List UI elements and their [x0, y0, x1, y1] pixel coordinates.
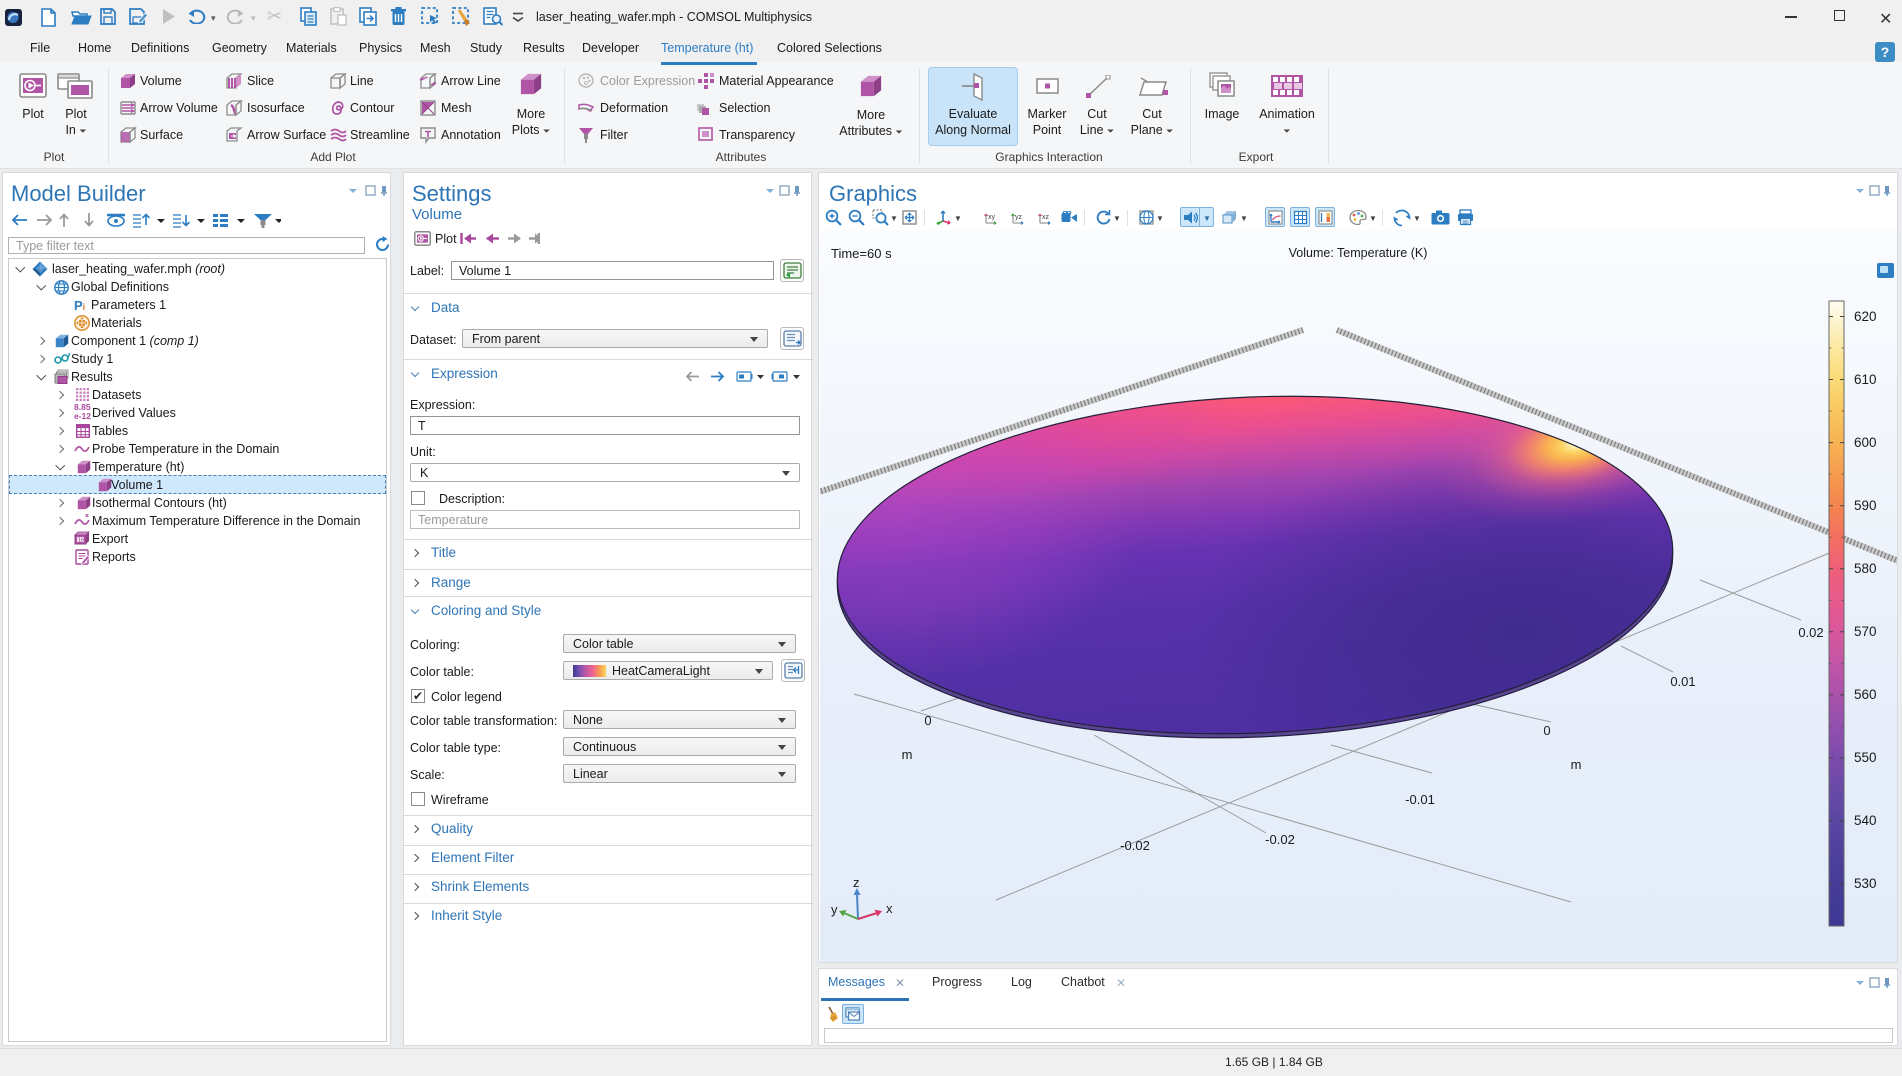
- svg-text:0: 0: [924, 713, 931, 728]
- svg-text:0.01: 0.01: [1670, 674, 1695, 689]
- svg-text:m: m: [1571, 757, 1582, 772]
- svg-text:540: 540: [1854, 813, 1877, 828]
- svg-text:590: 590: [1854, 498, 1877, 513]
- svg-text:m: m: [902, 747, 913, 762]
- svg-text:xz: xz: [1042, 214, 1050, 221]
- svg-text:600: 600: [1854, 435, 1877, 450]
- svg-text:y: y: [831, 902, 838, 917]
- svg-text:-0.01: -0.01: [1405, 792, 1435, 807]
- svg-text:101: 101: [78, 538, 87, 544]
- svg-text:530: 530: [1854, 876, 1877, 891]
- svg-text:yz: yz: [1015, 214, 1023, 221]
- svg-text:xy: xy: [988, 214, 996, 221]
- svg-text:-0.02: -0.02: [1265, 832, 1295, 847]
- svg-text:-0.02: -0.02: [1120, 838, 1150, 853]
- svg-text:570: 570: [1854, 624, 1877, 639]
- svg-text:620: 620: [1854, 309, 1877, 324]
- svg-text:560: 560: [1854, 687, 1877, 702]
- svg-text:580: 580: [1854, 561, 1877, 576]
- svg-text:x: x: [886, 901, 893, 916]
- svg-text:0.02: 0.02: [1798, 625, 1823, 640]
- svg-text:z: z: [853, 875, 860, 890]
- svg-text:610: 610: [1854, 372, 1877, 387]
- svg-text:550: 550: [1854, 750, 1877, 765]
- svg-text:0: 0: [1543, 723, 1550, 738]
